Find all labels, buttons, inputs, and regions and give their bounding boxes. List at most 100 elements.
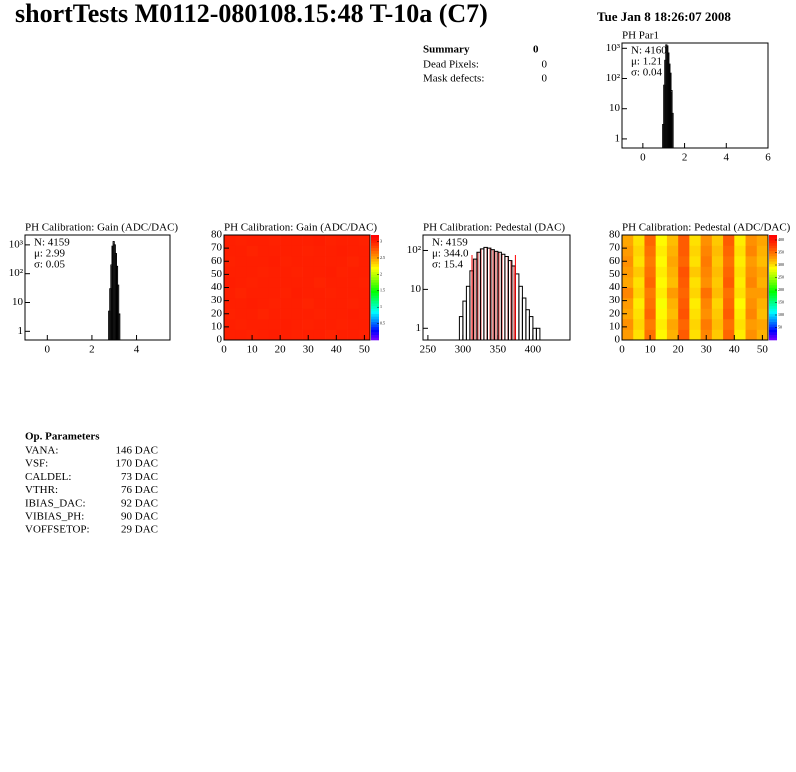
heat-cell <box>358 266 370 278</box>
chart: PH Calibration: Gain (ADC/DAC) 0 2 4 1 10 10² 1… <box>9 222 179 356</box>
heat-cell <box>734 266 746 278</box>
heat-cell <box>734 298 746 309</box>
bar <box>490 249 495 340</box>
heat-cell <box>347 266 360 278</box>
heat-cell <box>633 266 645 278</box>
colorbar-segment <box>371 308 379 312</box>
stats-line: N: 4160 <box>631 45 667 57</box>
heat-cell <box>291 319 303 330</box>
stats-line: μ: 2.99 <box>34 248 65 260</box>
colorbar-segment <box>371 237 379 241</box>
heat-cell <box>711 319 724 330</box>
x-tick-label: 0 <box>640 152 646 164</box>
heat-cell <box>302 245 315 257</box>
colorbar-segment <box>371 305 379 309</box>
summary-label: Mask defects: <box>423 73 484 85</box>
heat-cell <box>633 245 645 257</box>
heat-cell <box>313 319 326 330</box>
op-table: VANA: 146 DAC VSF: 170 DAC CALDEL: 73 DAC VTHR… <box>25 445 158 536</box>
y-tick-label: 1 <box>615 132 621 144</box>
y-tick-label: 10² <box>407 244 422 256</box>
colorbar-segment <box>769 261 777 265</box>
op-name: VOFFSETOP: <box>25 524 90 536</box>
colorbar-label: 100 <box>778 312 784 317</box>
y-tick-label: 40 <box>211 281 223 293</box>
colorbar-segment <box>769 321 777 325</box>
heat-cell <box>633 308 645 320</box>
heat-cell <box>655 277 668 288</box>
heat-cell <box>291 266 303 278</box>
frame <box>422 234 571 341</box>
heat-cell <box>302 235 315 246</box>
y-tick-label: 10 <box>609 102 621 114</box>
stats-line: N: 4159 <box>432 237 468 249</box>
x-tick-label: 400 <box>525 344 542 356</box>
colorbar-segment <box>769 284 777 288</box>
colorbar-segment <box>769 240 777 244</box>
heat-cell <box>235 256 247 267</box>
heat-cell <box>745 298 758 309</box>
heat-cell <box>336 245 348 257</box>
heat-cell <box>745 277 758 288</box>
colorbar-segment <box>769 271 777 275</box>
y-tick-label: 1 <box>18 325 24 337</box>
heat-cell <box>622 329 634 340</box>
heat-cell <box>336 256 348 267</box>
heat-cell <box>325 256 337 267</box>
heat-cell <box>325 277 337 288</box>
heat-cell <box>246 329 258 340</box>
heat-cell <box>257 287 270 299</box>
y-tick-label: 20 <box>211 307 223 319</box>
heat-cell <box>756 319 768 330</box>
heat-cell <box>644 245 656 257</box>
y-tick-label: 1 <box>416 322 422 334</box>
heat-cell <box>246 266 258 278</box>
heat-cell <box>280 308 292 320</box>
heat-cell <box>224 329 236 340</box>
heat-cell <box>700 298 713 309</box>
heat-cell <box>700 287 713 299</box>
heat-cell <box>291 235 303 246</box>
colorbar-segment <box>371 253 379 257</box>
heat-cell <box>756 256 768 267</box>
heat-cell <box>224 235 236 246</box>
heat-cell <box>711 256 724 267</box>
chart: PH Calibration: Pedestal (ADC/DAC)501001… <box>609 222 791 356</box>
heat-cell <box>711 277 724 288</box>
op-value: 92 DAC <box>121 497 158 509</box>
heat-cell <box>246 319 258 330</box>
heat-cell <box>689 256 701 267</box>
heat-cell <box>347 329 360 340</box>
heat-cell <box>756 308 768 320</box>
heat-cell <box>756 235 768 246</box>
heat-cell <box>235 298 247 309</box>
plot-area <box>224 235 370 340</box>
summary-label: Dead Pixels: <box>423 59 479 71</box>
colorbar-segment <box>769 300 777 304</box>
colorbar-segment <box>769 266 777 270</box>
heat-cell <box>268 235 281 246</box>
stats-line: μ: 1.21 <box>631 56 662 68</box>
heat-cell <box>700 308 713 320</box>
bar <box>479 248 485 340</box>
heat-cell <box>358 298 370 309</box>
x-tick-label: 2 <box>89 344 95 356</box>
colorbar-segment <box>371 321 379 325</box>
colorbar-segment <box>371 311 379 315</box>
y-tick-label: 60 <box>211 255 223 267</box>
colorbar-label: 2.5 <box>380 255 385 260</box>
heat-cell <box>689 277 701 288</box>
heat-cell <box>711 287 724 299</box>
x-tick-label: 20 <box>275 344 287 356</box>
heat-cell <box>268 329 281 340</box>
colorbar-segment <box>371 300 379 304</box>
frame <box>621 42 769 149</box>
op-title: Op. Parameters <box>25 431 100 443</box>
op-value: 90 DAC <box>121 511 158 523</box>
colorbar-segment <box>769 326 777 330</box>
page-title: shortTests M0112-080108.15:48 T-10a (C7) <box>15 0 488 28</box>
bar <box>493 250 499 340</box>
heat-cell <box>246 235 258 246</box>
heat-cell <box>291 298 303 309</box>
